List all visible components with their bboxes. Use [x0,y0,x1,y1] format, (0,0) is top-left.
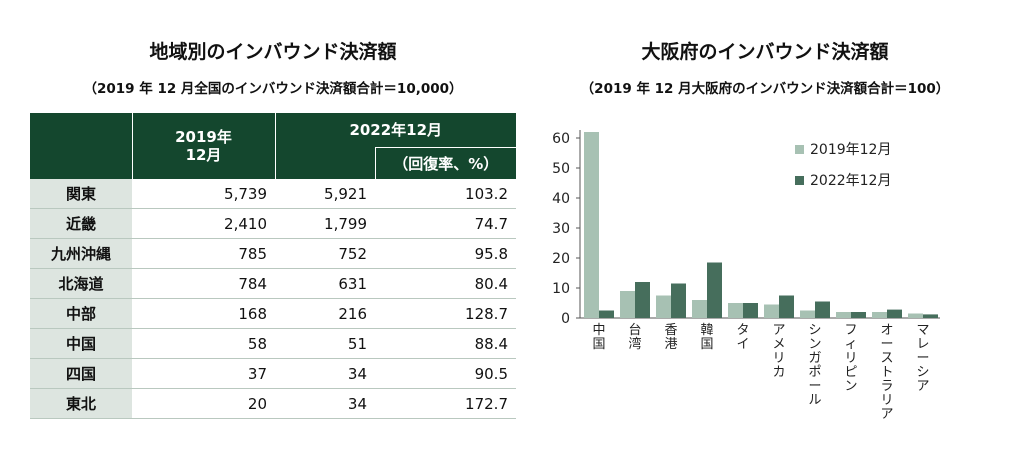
legend-label-2022: 2022年12月 [810,173,891,189]
recovery-rate: 90.5 [375,358,516,389]
region-name: 北海道 [30,268,132,299]
x-category-label: 韓国 [700,323,713,352]
bar-2019 [764,304,779,318]
bar-2019 [692,300,707,318]
legend-swatch-2022 [795,176,804,185]
x-category-label: マレーシア [916,323,929,394]
recovery-rate: 95.8 [375,238,516,269]
x-category-label: タイ [736,323,749,352]
right-subtitle: （2019 年 12 月大阪府のインバウンド決済額合計＝100） [580,81,950,97]
header-2022: 2022年12月 [274,113,516,148]
value-2022: 51 [275,328,375,359]
bar-2022 [887,309,902,318]
y-tick-label: 60 [552,131,570,147]
table-row: 関東 5,739 5,921 103.2 [30,179,516,209]
left-title: 地域別のインバウンド決済額 [149,41,397,63]
recovery-rate: 88.4 [375,328,516,359]
y-tick-label: 10 [552,281,570,297]
bar-2019 [584,132,599,318]
recovery-rate: 172.7 [375,388,516,419]
value-2022: 631 [275,268,375,299]
value-2022: 34 [275,388,375,419]
region-name: 東北 [30,388,132,419]
header-recovery: （回復率、%） [374,147,516,179]
bar-2019 [836,312,851,318]
region-name: 近畿 [30,208,132,239]
bar-2022 [779,295,794,318]
y-tick-label: 40 [552,191,570,207]
value-2019: 37 [132,358,275,389]
bar-2019 [800,310,815,318]
region-name: 中国 [30,328,132,359]
y-tick-label: 20 [552,251,570,267]
x-category-label: シンガポール [808,323,821,408]
bar-2022 [743,303,758,318]
table-row: 北海道 784 631 80.4 [30,268,516,299]
table-row: 東北 20 34 172.7 [30,388,516,419]
y-tick-label: 30 [552,221,570,237]
region-name: 関東 [30,179,132,209]
header-2022-blank [274,147,375,179]
legend-label-2019: 2019年12月 [810,142,891,158]
value-2019: 785 [132,238,275,269]
region-name: 四国 [30,358,132,389]
value-2022: 216 [275,298,375,329]
bar-2019 [620,291,635,318]
value-2019: 5,739 [132,179,275,209]
legend-swatch-2019 [795,145,804,154]
bar-2022 [815,301,830,318]
table-row: 近畿 2,410 1,799 74.7 [30,208,516,239]
header-blank [30,113,132,179]
recovery-rate: 74.7 [375,208,516,239]
value-2019: 784 [132,268,275,299]
value-2019: 168 [132,298,275,329]
x-category-label: 中国 [592,323,605,352]
right-title: 大阪府のインバウンド決済額 [641,41,889,63]
bar-2019 [656,295,671,318]
x-category-label: アメリカ [772,323,785,380]
bar-2019 [728,303,743,318]
table-row: 中国 58 51 88.4 [30,328,516,359]
x-category-label: オーストラリア [880,323,893,422]
value-2019: 2,410 [132,208,275,239]
value-2022: 752 [275,238,375,269]
x-category-label: 台湾 [628,323,641,352]
bar-2022 [851,312,866,318]
region-name: 中部 [30,298,132,329]
region-table: 2019年 12月 2022年12月 （回復率、%） 関東 5,739 5,921 1… [30,113,516,419]
bar-2022 [671,283,686,318]
value-2022: 1,799 [275,208,375,239]
recovery-rate: 128.7 [375,298,516,329]
left-subtitle: （2019 年 12 月全国のインバウンド決済額合計＝10,000） [83,81,463,97]
table-row: 中部 168 216 128.7 [30,298,516,329]
bar-2022 [599,310,614,318]
value-2022: 34 [275,358,375,389]
header-2019: 2019年 12月 [131,113,275,179]
bar-2019 [908,313,923,318]
value-2022: 5,921 [275,179,375,209]
bar-2019 [872,312,887,318]
bar-2022 [635,282,650,318]
recovery-rate: 80.4 [375,268,516,299]
bar-2022 [707,262,722,318]
table-row: 九州沖縄 785 752 95.8 [30,238,516,269]
recovery-rate: 103.2 [375,179,516,209]
x-category-label: フィリピン [844,323,857,394]
x-category-label: 香港 [664,323,677,352]
value-2019: 20 [132,388,275,419]
y-tick-label: 50 [552,161,570,177]
y-tick-label: 0 [561,311,570,327]
bar-2022 [923,314,938,318]
table-row: 四国 37 34 90.5 [30,358,516,389]
region-name: 九州沖縄 [30,238,132,269]
value-2019: 58 [132,328,275,359]
